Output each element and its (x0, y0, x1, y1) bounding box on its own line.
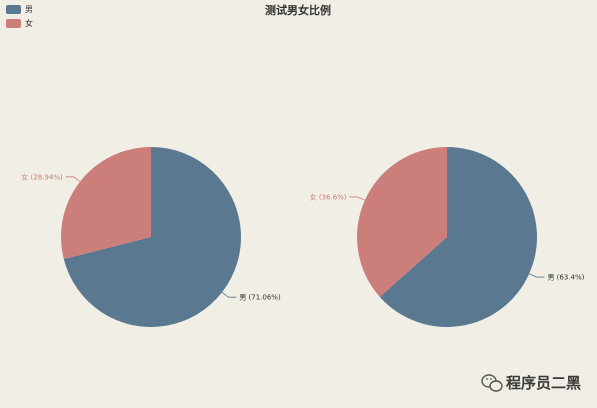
legend-swatch-female (6, 19, 21, 28)
pie-1-leader-male (528, 273, 545, 278)
pie-0-leader-male (221, 291, 237, 298)
legend-swatch-male (6, 5, 21, 14)
wechat-icon (481, 374, 503, 392)
pie-1-label-male: 男 (63.4%) (547, 274, 584, 282)
pie-0-slice-male[interactable] (63, 147, 241, 327)
pie-1-leader-female (349, 196, 366, 201)
pie-0-slice-female[interactable] (60, 147, 151, 260)
legend-label-male: 男 (25, 5, 33, 14)
pie-1-slice-female[interactable] (357, 147, 447, 297)
legend-item-female[interactable]: 女 (6, 18, 33, 28)
pie-1-label-female: 女 (36.6%) (310, 192, 347, 201)
chart-title: 测试男女比例 (265, 3, 331, 17)
pie-0-label-male: 男 (71.06%) (239, 294, 281, 302)
pie-chart-right: 男 (63.4%) 女 (36.6%) (310, 147, 585, 328)
legend: 男 女 (6, 5, 33, 28)
legend-label-female: 女 (25, 18, 33, 28)
pie-chart-left: 男 (71.06%) 女 (28.94%) (21, 147, 281, 327)
pie-1-slice-male[interactable] (379, 147, 538, 328)
watermark: 程序员二黑 (481, 374, 581, 392)
legend-item-male[interactable]: 男 (6, 5, 33, 14)
watermark-text: 程序员二黑 (506, 374, 581, 392)
pie-0-leader-female (65, 176, 81, 183)
pie-0-label-female: 女 (28.94%) (21, 172, 63, 181)
